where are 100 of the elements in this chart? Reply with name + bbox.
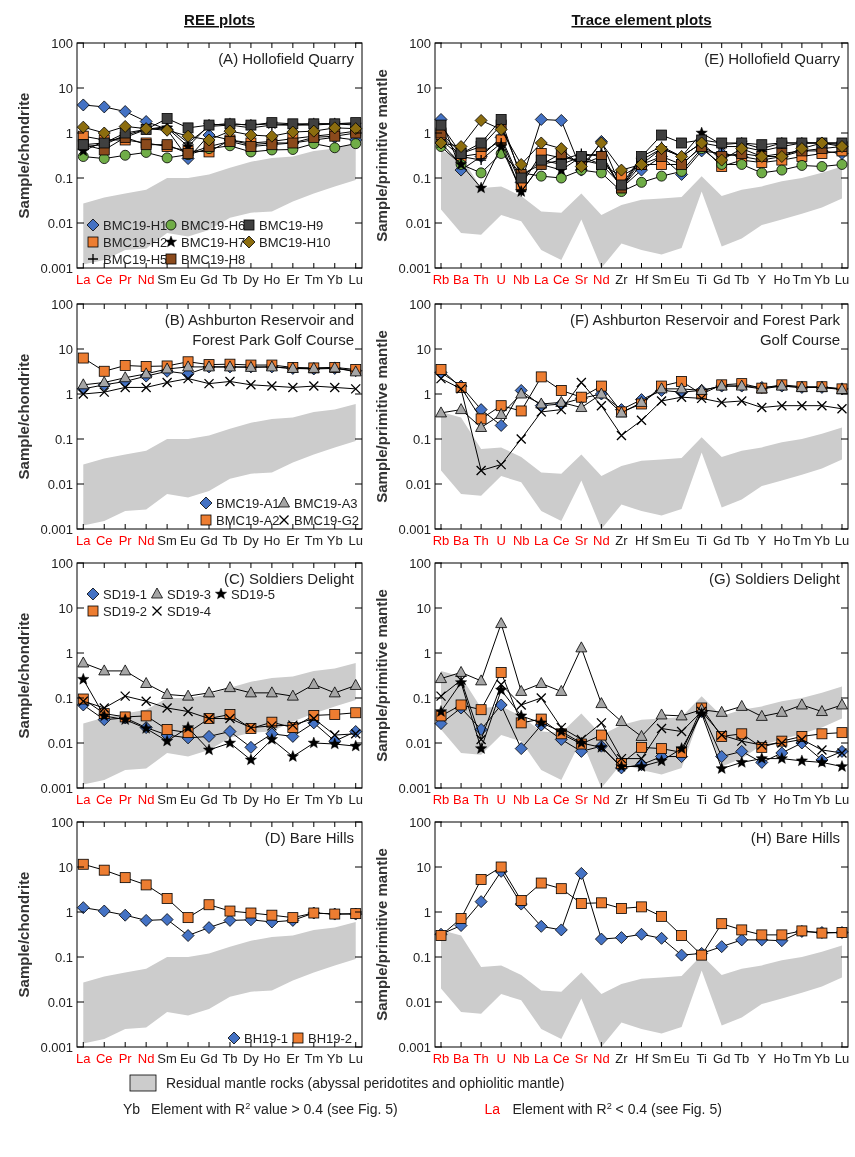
x-tick-label: Ti: [696, 792, 707, 807]
x-tick-label: Pr: [118, 1051, 133, 1066]
x-tick-label: Rb: [432, 272, 450, 287]
x-tick-label: Gd: [200, 272, 218, 287]
y-tick-label: 100: [409, 296, 431, 312]
x-tick-label: Ce: [552, 533, 570, 548]
x-tick-label: Ba: [453, 533, 470, 548]
x-tick-label: Lu: [348, 533, 363, 548]
x-tick-label: Sr: [574, 792, 589, 807]
x-tick-label: Dy: [242, 533, 260, 548]
legend-label: BMC19-H9: [259, 217, 324, 233]
x-tick-label: U: [496, 272, 506, 287]
text: (H) Bare Hills: [750, 829, 840, 846]
x-tick-label: Tb: [734, 1051, 750, 1066]
x-tick-label: Gd: [200, 533, 218, 548]
text: La: [484, 1101, 501, 1117]
y-tick-label: 0.01: [47, 215, 73, 231]
x-tick-label: La: [534, 792, 550, 807]
x-tick-label: Ho: [263, 272, 281, 287]
y-tick-label: 10: [58, 80, 73, 96]
text: (A) Hollofield Quarry: [218, 50, 355, 67]
x-tick-label: Sm: [651, 272, 672, 287]
x-tick-label: Sm: [651, 1051, 672, 1066]
x-tick-label: Eu: [180, 1051, 197, 1066]
x-tick-label: Sm: [651, 792, 672, 807]
x-tick-label: Ho: [773, 272, 791, 287]
x-tick-label: La: [534, 272, 550, 287]
legend-label: BMC19-H7: [181, 234, 246, 250]
y-axis-title: Sample/chondrite: [15, 612, 32, 739]
x-tick-label: Zr: [615, 533, 629, 548]
legend-label: BH19-2: [308, 1030, 353, 1046]
y-tick-label: 1: [65, 125, 73, 141]
x-tick-label: Yb: [326, 792, 343, 807]
y-tick-label: 0.01: [405, 476, 431, 492]
y-tick-label: 0.01: [405, 994, 431, 1010]
x-tick-label: Sr: [574, 1051, 589, 1066]
x-tick-label: Nd: [137, 1051, 155, 1066]
legend-label: SD19-2: [103, 603, 148, 619]
x-tick-label: Y: [757, 792, 767, 807]
x-tick-label: Eu: [673, 272, 690, 287]
x-tick-label: Nb: [512, 533, 530, 548]
x-tick-label: Nd: [137, 533, 155, 548]
x-tick-label: Ti: [696, 272, 707, 287]
y-tick-label: 0.01: [405, 215, 431, 231]
x-tick-label: Sm: [157, 1051, 177, 1066]
x-tick-label: Gd: [713, 792, 731, 807]
x-tick-label: Nb: [512, 272, 530, 287]
legend-label: BMC19-H5: [103, 251, 168, 267]
x-tick-label: Tb: [222, 792, 238, 807]
x-tick-label: Lu: [834, 1051, 850, 1066]
x-tick-label: Lu: [348, 272, 363, 287]
x-tick-label: Nd: [137, 272, 155, 287]
legend-label: Residual mantle rocks (abyssal peridotites and ophiolitic mantle): [166, 1075, 565, 1091]
x-tick-label: Zr: [615, 1051, 629, 1066]
x-tick-label: U: [496, 792, 506, 807]
y-axis-title: Sample/chondrite: [15, 871, 32, 998]
y-axis-title: Sample/chondrite: [15, 92, 32, 219]
x-tick-label: Eu: [180, 272, 197, 287]
y-tick-label: 100: [51, 296, 73, 312]
y-axis-title: Sample/primitive mantle: [373, 848, 390, 1021]
x-tick-label: Sr: [574, 272, 589, 287]
x-tick-label: Sm: [157, 533, 177, 548]
x-tick-label: Yb: [326, 272, 343, 287]
x-tick-label: Nd: [137, 792, 155, 807]
text: Element with R$^{2}$ < 0.4 (see Fig. 5): [512, 1101, 722, 1117]
x-tick-label: Eu: [673, 533, 690, 548]
y-tick-label: 0.001: [398, 260, 431, 276]
legend-label: BH19-1: [244, 1030, 289, 1046]
x-tick-label: Tm: [304, 533, 324, 548]
x-tick-label: Tb: [222, 533, 238, 548]
x-tick-label: Yb: [326, 533, 343, 548]
y-tick-label: 0.1: [54, 690, 73, 706]
x-tick-label: Tm: [792, 1051, 812, 1066]
x-tick-label: Hf: [635, 272, 649, 287]
x-tick-label: La: [76, 792, 92, 807]
x-tick-label: U: [496, 1051, 506, 1066]
x-tick-label: Gd: [713, 272, 731, 287]
y-tick-label: 0.001: [398, 1039, 431, 1055]
x-tick-label: Lu: [834, 792, 850, 807]
y-axis-title: Sample/primitive mantle: [373, 69, 390, 242]
x-tick-label: Gd: [200, 792, 218, 807]
legend-label: SD19-4: [167, 603, 212, 619]
x-tick-label: Dy: [242, 272, 260, 287]
chart-title: Trace element plots: [571, 11, 712, 28]
x-tick-label: Lu: [834, 272, 850, 287]
x-tick-label: Eu: [180, 533, 197, 548]
x-tick-label: Pr: [118, 272, 133, 287]
x-tick-label: Nb: [512, 1051, 530, 1066]
y-tick-label: 1: [65, 645, 73, 661]
y-tick-label: 10: [416, 341, 431, 357]
x-tick-label: Y: [757, 272, 767, 287]
legend-label: BMC19-A3: [294, 495, 358, 511]
x-tick-label: Nd: [593, 1051, 610, 1066]
x-tick-label: Th: [473, 272, 489, 287]
x-tick-label: Yb: [813, 1051, 830, 1066]
legend-label: BMC19-A1: [216, 495, 280, 511]
x-tick-label: Er: [286, 272, 301, 287]
y-tick-label: 1: [423, 904, 431, 920]
x-tick-label: Hf: [635, 792, 649, 807]
y-tick-label: 1: [65, 386, 73, 402]
